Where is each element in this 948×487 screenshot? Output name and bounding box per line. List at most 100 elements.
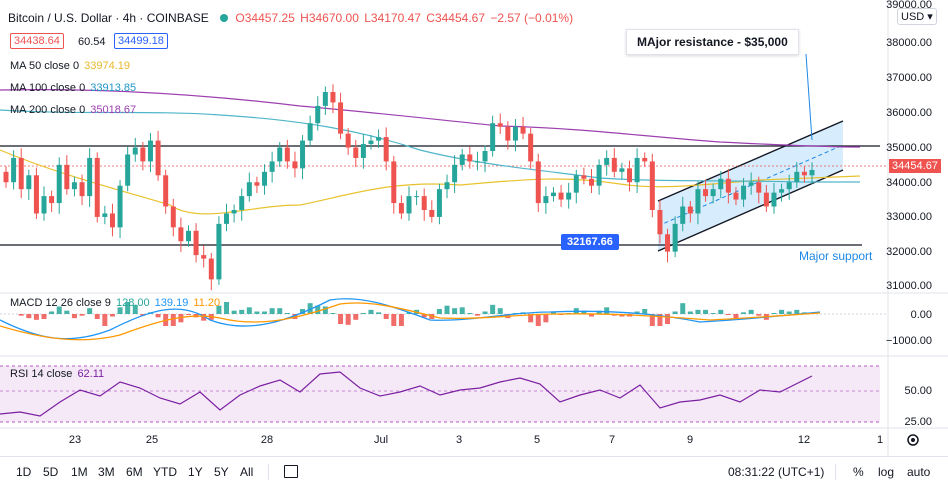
candle-body[interactable] [421,196,427,210]
candle-body[interactable] [490,123,496,151]
candle-body[interactable] [109,213,115,228]
candle-body[interactable] [33,175,39,214]
candle-body[interactable] [216,223,222,280]
candle-body[interactable] [185,230,191,242]
candle-body[interactable] [573,175,579,193]
candle-body[interactable] [642,157,648,162]
candle-body[interactable] [444,182,450,190]
candle-body[interactable] [239,196,245,210]
timeframe-1d[interactable]: 1D [16,465,32,479]
candle-body[interactable] [558,192,564,200]
candle-body[interactable] [710,189,716,197]
timeframe-1m[interactable]: 1M [71,465,88,479]
timeframe-3m[interactable]: 3M [98,465,115,479]
candle-body[interactable] [634,157,640,183]
candle-body[interactable] [41,196,47,214]
candle-body[interactable] [794,171,800,183]
candle-body[interactable] [11,157,17,183]
candle-body[interactable] [87,157,93,197]
candle-body[interactable] [672,223,678,252]
candle-body[interactable] [49,196,55,204]
candle-body[interactable] [756,182,762,193]
candle-body[interactable] [741,185,747,200]
candle-body[interactable] [528,133,534,162]
candle-body[interactable] [102,213,108,217]
candle-body[interactable] [725,178,731,193]
candle-body[interactable] [680,206,686,224]
candle-body[interactable] [665,234,671,252]
candle-body[interactable] [383,137,389,162]
candle-body[interactable] [520,126,526,134]
sell-price-button[interactable]: 34438.64 [10,33,64,49]
ma100-legend[interactable]: MA 100 close 0 33913.85 [10,82,138,94]
candle-body[interactable] [300,140,306,169]
candle-body[interactable] [269,161,275,172]
candle-body[interactable] [178,227,184,242]
candle-body[interactable] [497,123,503,127]
candle-body[interactable] [368,140,374,145]
resistance-callout[interactable]: MAjor resistance - $35,000 [626,29,799,55]
candle-body[interactable] [117,185,123,228]
candle-body[interactable] [254,182,260,186]
candle-body[interactable] [322,92,328,106]
candle-body[interactable] [3,171,9,183]
percent-toggle[interactable]: % [853,465,864,479]
candle-body[interactable] [649,161,655,210]
candle-body[interactable] [611,157,617,172]
candle-body[interactable] [482,151,488,162]
timeframe-6m[interactable]: 6M [126,465,143,479]
macd-legend[interactable]: MACD 12 26 close 9 128.00 139.19 11.20 [10,297,222,309]
candle-body[interactable] [596,164,602,186]
candle-body[interactable] [687,206,693,214]
candle-body[interactable] [170,206,176,228]
candle-body[interactable] [315,105,321,124]
candle-body[interactable] [474,161,480,163]
candle-body[interactable] [163,175,169,207]
candle-body[interactable] [18,157,24,190]
ma50-legend[interactable]: MA 50 close 0 33974.19 [10,60,132,72]
candle-body[interactable] [657,209,663,235]
candle-body[interactable] [193,230,199,256]
candle-body[interactable] [94,157,100,217]
candle-body[interactable] [429,209,435,217]
date-range-icon[interactable] [284,465,298,478]
candle-body[interactable] [703,189,709,197]
candle-body[interactable] [64,164,70,190]
buy-price-button[interactable]: 34499.18 [114,33,168,49]
macd-pane[interactable] [0,298,888,341]
rsi-pane[interactable] [0,365,880,423]
chart-area[interactable]: 39000.00 38000.00 37000.00 36000.00 3500… [0,0,948,456]
candle-body[interactable] [338,102,344,134]
candle-body[interactable] [748,182,754,186]
log-toggle[interactable]: log [878,465,895,479]
candle-body[interactable] [627,168,633,183]
timeframe-ytd[interactable]: YTD [153,465,177,479]
candle-body[interactable] [467,154,473,162]
settings-gear-icon[interactable] [907,434,919,446]
candle-body[interactable] [809,169,815,176]
candle-body[interactable] [695,189,701,214]
candle-body[interactable] [246,182,252,197]
candle-body[interactable] [406,196,412,214]
candle-body[interactable] [307,123,313,141]
candle-body[interactable] [459,154,465,165]
candle-body[interactable] [201,255,207,259]
price-axis[interactable]: 39000.00 38000.00 37000.00 36000.00 3500… [886,0,932,428]
candle-body[interactable] [376,137,382,141]
clock-time[interactable]: 08:31:22 (UTC+1) [728,465,825,479]
candle-body[interactable] [360,144,366,158]
candle-body[interactable] [353,147,359,158]
channel-upper-line[interactable] [657,120,844,202]
candle-body[interactable] [786,182,792,190]
candle-body[interactable] [414,196,420,198]
candle-body[interactable] [26,175,32,190]
timeframe-1y[interactable]: 1Y [188,465,203,479]
candle-body[interactable] [512,126,518,141]
candle-body[interactable] [763,192,769,207]
candle-body[interactable] [543,196,549,204]
timeframe-5y[interactable]: 5Y [214,465,229,479]
candle-body[interactable] [277,147,283,162]
candle-body[interactable] [345,133,351,148]
candle-body[interactable] [147,140,153,162]
candle-body[interactable] [224,213,230,224]
